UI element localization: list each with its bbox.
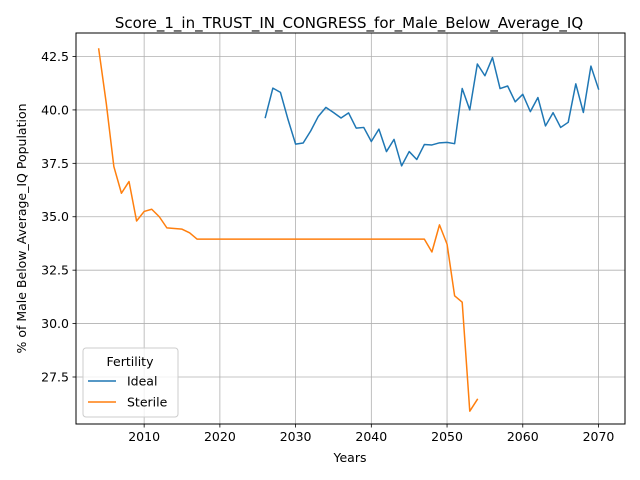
x-tick-label: 2030 [280,429,312,444]
y-tick-label: 32.5 [41,263,69,278]
x-tick-label: 2020 [204,429,236,444]
x-tick-label: 2050 [431,429,463,444]
x-tick-label: 2040 [355,429,387,444]
legend: Fertility Ideal Sterile [83,348,178,417]
y-tick-label: 30.0 [41,316,69,331]
x-tick-label: 2010 [128,429,160,444]
y-tick-label: 40.0 [41,102,69,117]
y-tick-label: 37.5 [41,156,69,171]
x-axis-label: Years [333,450,367,465]
x-tick-label: 2070 [583,429,615,444]
legend-label-ideal: Ideal [127,374,157,389]
x-tick-label: 2060 [507,429,539,444]
y-tick-label: 42.5 [41,49,69,64]
y-axis-label: % of Male Below_Average_IQ Population [14,103,29,353]
chart-title: Score_1_in_TRUST_IN_CONGRESS_for_Male_Be… [115,14,583,33]
y-tick-label: 35.0 [41,209,69,224]
y-tick-label: 27.5 [41,369,69,384]
legend-label-sterile: Sterile [127,395,168,410]
legend-title: Fertility [107,354,155,369]
